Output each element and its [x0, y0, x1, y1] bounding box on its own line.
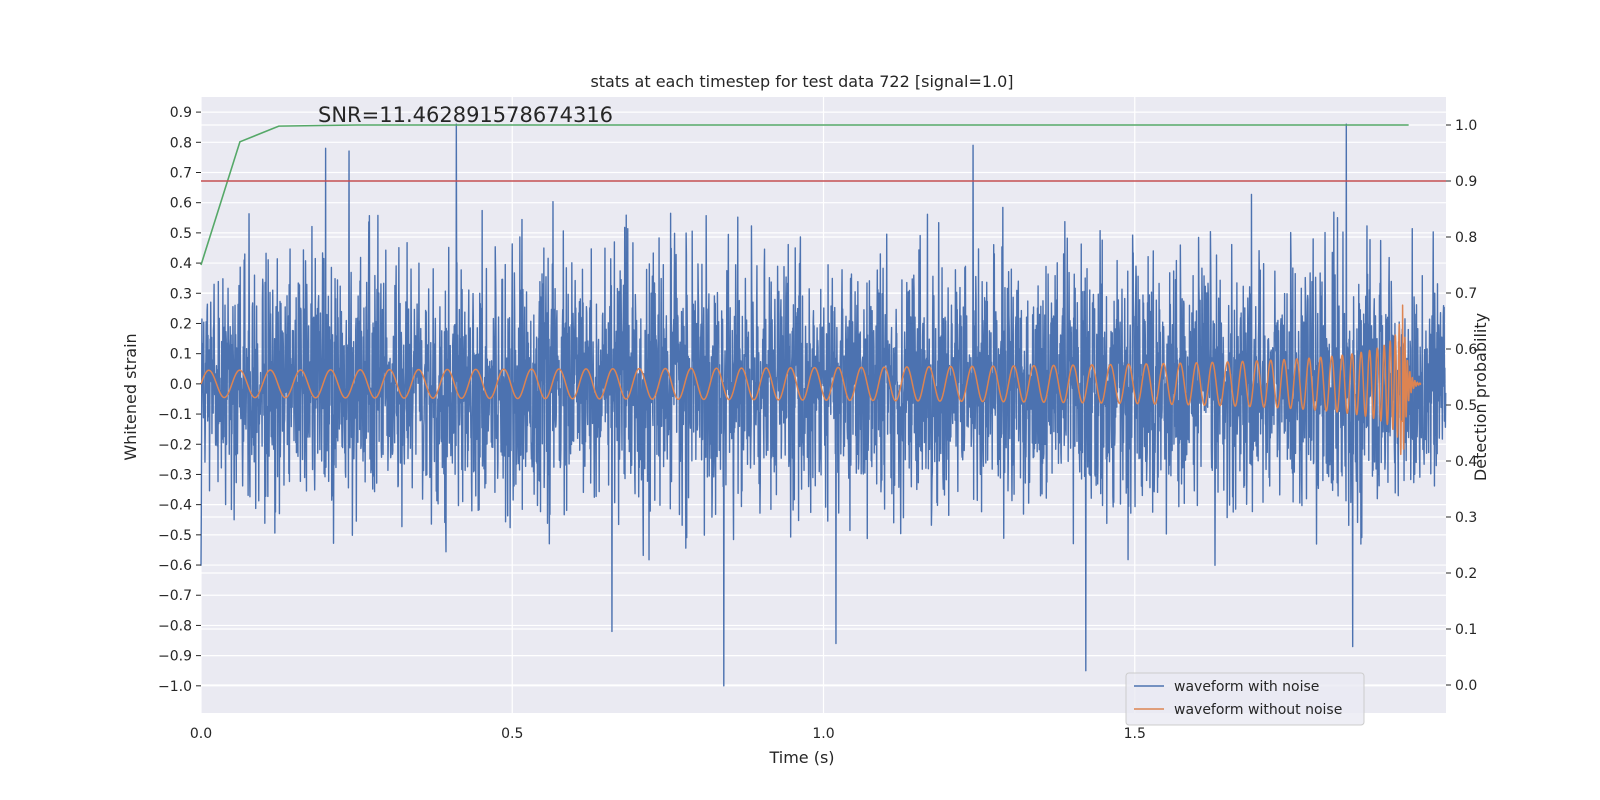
x-tick-label: 0.5 [501, 726, 523, 742]
y-tick-label: 0.3 [170, 286, 192, 302]
legend: waveform with noise waveform without noi… [1125, 672, 1365, 726]
y2-tick-label: 0.0 [1455, 678, 1477, 694]
noisy-waveform-line [200, 123, 1447, 687]
y2-tick-label: 1.0 [1455, 118, 1477, 134]
y-tick-label: 0.2 [170, 316, 192, 332]
snr-annotation: SNR=11.462891578674316 [318, 103, 613, 127]
y-axis-ticks: 0.9 0.8 0.7 0.6 0.5 0.4 0.3 0.2 0.1 0.0 −0.1 −0.2 −0… [158, 105, 201, 695]
series-waveform-with-noise [200, 123, 1447, 687]
x-axis-label: Time (s) [768, 748, 834, 767]
chart-title: stats at each timestep for test data 722… [590, 72, 1013, 91]
y-tick-label: −0.5 [158, 528, 192, 544]
x-tick-label: 1.5 [1124, 726, 1146, 742]
y-tick-label: 0.6 [170, 196, 192, 212]
y2-axis-label: Detection probability [1471, 313, 1490, 481]
legend-label-clean: waveform without noise [1174, 702, 1342, 718]
legend-frame [1125, 672, 1365, 726]
y2-tick-label: 0.7 [1455, 286, 1477, 302]
y2-axis-ticks: 1.0 0.9 0.8 0.7 0.6 0.5 0.4 0.3 0.2 0.1 0.0 [1446, 118, 1477, 694]
y2-tick-label: 0.9 [1455, 174, 1477, 190]
y-tick-label: −0.3 [158, 467, 192, 483]
y2-tick-label: 0.2 [1455, 566, 1477, 582]
series-waveform-without-noise [200, 304, 1422, 456]
legend-label-noisy: waveform with noise [1174, 679, 1319, 695]
x-axis-ticks: 0.0 0.5 1.0 1.5 [190, 726, 1146, 742]
clean-waveform-line [200, 304, 1422, 456]
y-tick-label: 0.4 [170, 256, 192, 272]
y-tick-label: 0.9 [170, 105, 192, 121]
y-tick-label: 0.8 [170, 135, 192, 151]
y-tick-label: 0.0 [170, 377, 192, 393]
y-tick-label: −0.2 [158, 437, 192, 453]
y2-tick-label: 0.4 [1455, 454, 1477, 470]
x-tick-label: 0.0 [190, 726, 212, 742]
y-tick-label: 0.7 [170, 165, 192, 181]
y-tick-label: 0.5 [170, 226, 192, 242]
y2-tick-label: 0.6 [1455, 342, 1477, 358]
series-detection-probability [200, 124, 1409, 266]
y-tick-label: −0.4 [158, 498, 192, 514]
y-tick-label: −0.9 [158, 649, 192, 665]
y2-tick-label: 0.1 [1455, 622, 1477, 638]
y-tick-label: −1.0 [158, 679, 192, 695]
y-tick-label: −0.8 [158, 618, 192, 634]
y-tick-label: −0.6 [158, 558, 192, 574]
y-tick-label: −0.1 [158, 407, 192, 423]
y2-tick-label: 0.8 [1455, 230, 1477, 246]
y-tick-label: 0.1 [170, 347, 192, 363]
x-tick-label: 1.0 [812, 726, 834, 742]
y2-tick-label: 0.5 [1455, 398, 1477, 414]
y-axis-label: Whitened strain [121, 333, 140, 460]
y-tick-label: −0.7 [158, 588, 192, 604]
y2-tick-label: 0.3 [1455, 510, 1477, 526]
probability-line [200, 124, 1409, 266]
